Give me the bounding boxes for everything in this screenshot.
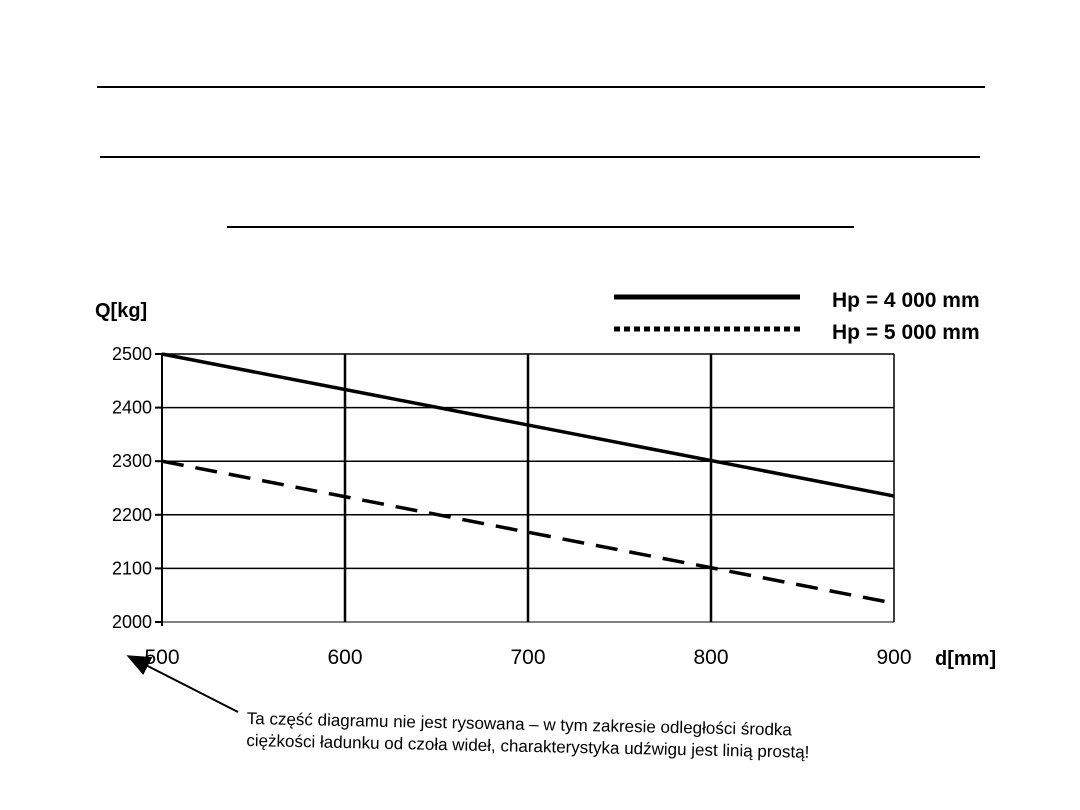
x-tick-labels: 500 600 700 800 900 [144,646,911,669]
x-tick-label-800: 800 [693,646,728,669]
y-tick-label-2500: 2500 [112,344,152,364]
blank-line-2 [100,156,980,158]
x-tick-label-600: 600 [327,646,362,669]
y-tick-label-2400: 2400 [112,398,152,418]
x-tick-label-700: 700 [510,646,545,669]
y-tick-label-2200: 2200 [112,505,152,525]
y-tick-label-2000: 2000 [112,612,152,632]
y-tick-labels: 2000 2100 2200 2300 2400 2500 [112,344,152,632]
blank-line-1 [97,86,985,88]
series-line-2 [161,459,895,605]
blank-line-3 [227,226,854,228]
legend: Hp = 4 000 mm Hp = 5 000 mm [614,289,980,344]
y-axis-title: Q[kg] [95,300,147,322]
legend-label-series-2: Hp = 5 000 mm [832,321,980,344]
chart-grid [162,353,895,622]
x-axis-title: d[mm] [935,648,996,670]
x-tick-label-500: 500 [144,646,179,669]
annotation-arrow [126,655,239,713]
y-tick-label-2300: 2300 [112,451,152,471]
legend-label-series-1: Hp = 4 000 mm [832,289,980,312]
y-tick-label-2100: 2100 [112,558,152,578]
x-tick-label-900: 900 [876,646,911,669]
series-line-1 [161,352,895,498]
chart-axes [155,353,894,626]
chart-series [161,352,895,605]
